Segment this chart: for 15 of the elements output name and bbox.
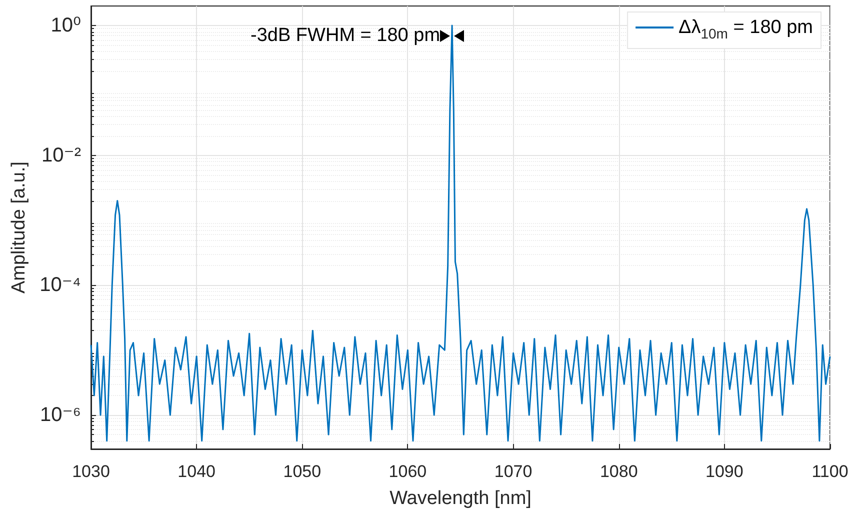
y-tick-label: 10⁰ [50,14,81,37]
annotation: -3dB FWHM = 180 pm [250,25,440,46]
y-axis-title: Amplitude [a.u.] [8,161,30,294]
x-axis-title: Wavelength [nm] [390,488,532,509]
y-tick-label: 10⁻⁴ [40,274,81,296]
x-tick-label: 1080 [600,462,638,481]
x-tick-label: 1050 [283,462,322,481]
x-tick-label: 1070 [494,462,532,481]
x-tick-label: 1030 [72,462,110,481]
y-tick-label: 10⁻⁶ [40,404,81,426]
x-tick-label: 1040 [178,462,216,481]
x-tick-label: 1090 [706,462,744,481]
x-tick-label: 1060 [388,462,427,481]
y-tick-label: 10⁻² [42,144,82,166]
x-tick-label: 1100 [812,462,848,481]
